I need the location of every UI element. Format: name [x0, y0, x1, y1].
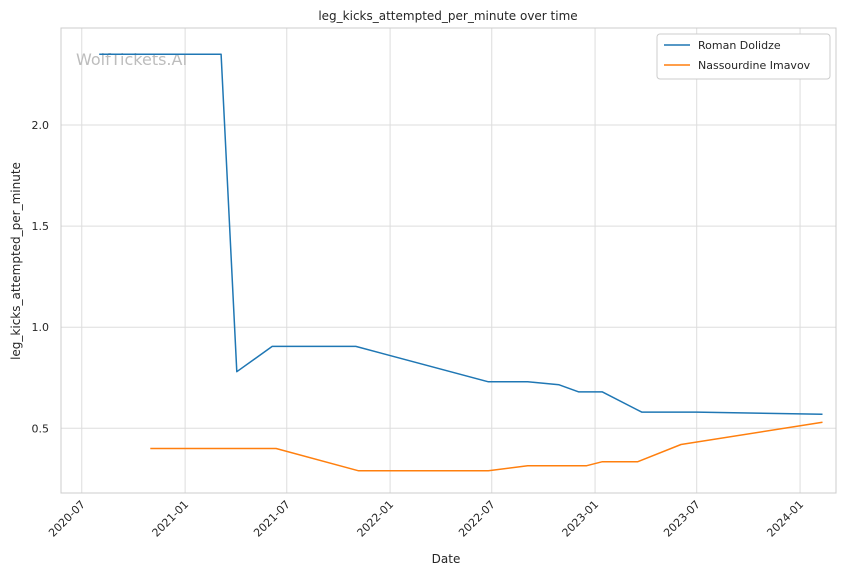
legend-label-nassourdine-imavov: Nassourdine Imavov — [698, 59, 811, 72]
x-tick-label: 2022-01 — [355, 498, 397, 540]
plot-area — [61, 28, 836, 493]
x-tick-label: 2021-07 — [251, 498, 293, 540]
x-tick-label: 2024-01 — [764, 498, 806, 540]
series-lines — [99, 53, 823, 472]
legend-box — [656, 33, 831, 80]
watermark: WolfTickets.AI — [76, 50, 187, 69]
y-tick-label: 2.0 — [32, 119, 50, 132]
x-tick-label: 2023-07 — [661, 498, 703, 540]
legend-label-roman-dolidze: Roman Dolidze — [698, 39, 781, 52]
y-tick-labels: 0.5 1.0 1.5 2.0 — [32, 119, 50, 435]
x-tick-label: 2020-07 — [46, 498, 88, 540]
series-line-nassourdine-imavov — [150, 421, 823, 472]
y-tick-label: 1.5 — [32, 220, 50, 233]
y-gridlines — [61, 124, 836, 429]
y-tick-label: 0.5 — [32, 422, 50, 435]
x-tick-label: 2022-07 — [456, 498, 498, 540]
x-gridlines — [81, 28, 801, 493]
chart-title: leg_kicks_attempted_per_minute over time — [318, 9, 577, 23]
x-axis-title: Date — [432, 552, 461, 566]
y-axis-title: leg_kicks_attempted_per_minute — [9, 162, 23, 360]
y-tick-label: 1.0 — [32, 321, 50, 334]
series-line-roman-dolidze — [99, 53, 823, 415]
plot-frame — [60, 27, 837, 494]
x-tick-label: 2023-01 — [560, 498, 602, 540]
x-tick-label: 2021-01 — [150, 498, 192, 540]
x-tick-labels: 2020-07 2021-01 2021-07 2022-01 2022-07 2023-… — [46, 498, 806, 540]
legend: Roman Dolidze Nassourdine Imavov — [656, 33, 831, 80]
